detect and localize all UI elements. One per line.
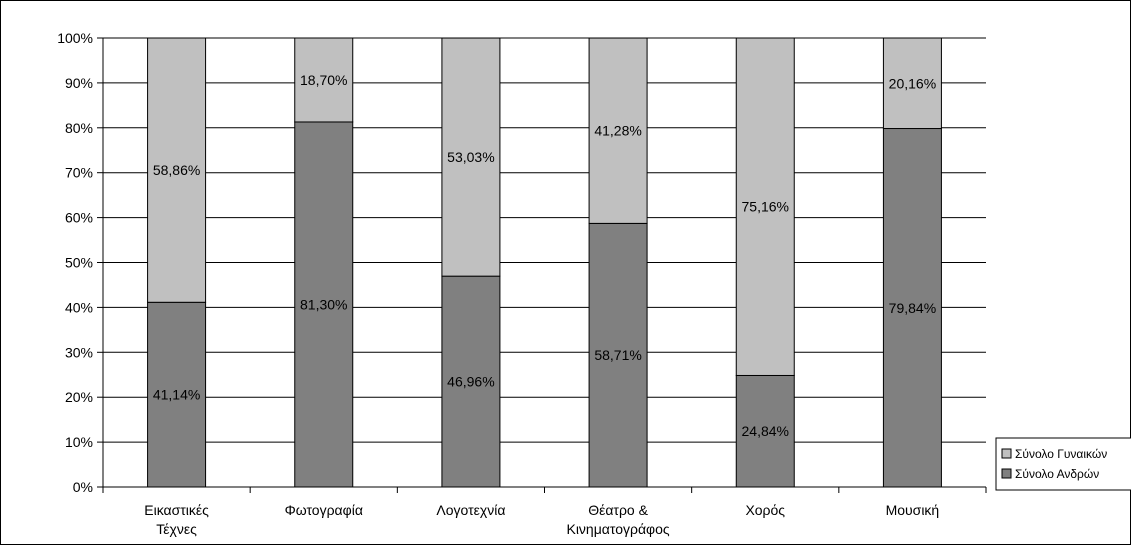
data-label: 46,96% (447, 374, 494, 390)
x-tick-label: Μουσική (886, 502, 940, 518)
y-tick-label: 70% (65, 165, 93, 181)
bar-segment-men (882, 128, 942, 488)
x-tick-label: Φωτογραφία (285, 502, 363, 518)
x-tick-label: Κινηματογράφος (566, 521, 669, 537)
data-label: 41,28% (594, 123, 641, 139)
y-tick-label: 0% (73, 479, 93, 495)
bar-segment-men (441, 275, 501, 488)
bar-segment-women (735, 37, 795, 376)
data-label: 58,86% (153, 162, 200, 178)
data-label: 18,70% (300, 72, 347, 88)
bars: 41,14% 58,86% 81,30% 18,70% 46,96% 53,03% 58,7… (147, 37, 942, 488)
data-label: 53,03% (447, 149, 494, 165)
data-label: 81,30% (300, 296, 347, 312)
bar-segment-women (588, 37, 648, 224)
y-tick-label: 40% (65, 299, 93, 315)
data-label: 20,16% (889, 75, 936, 91)
data-label: 24,84% (742, 423, 789, 439)
bar-segment-women (294, 37, 354, 123)
legend-swatch (1001, 448, 1012, 459)
axes: 0% 10% 20% 30% 40% 50% 60% 70% 80% 90% 100% Εικαστι… (57, 30, 987, 537)
x-tick-label: Θέατρο & (588, 502, 648, 518)
y-tick-label: 60% (65, 210, 93, 226)
y-tick-label: 30% (65, 344, 93, 360)
legend-swatch (1001, 468, 1012, 479)
legend-box (995, 437, 1131, 491)
x-tick-label: Εικαστικές (144, 502, 209, 518)
x-tick-label: Λογοτεχνία (436, 502, 505, 518)
legend-label: Σύνολο Ανδρών (1015, 467, 1099, 481)
y-tick-label: 90% (65, 75, 93, 91)
bar-segment-women (147, 37, 207, 303)
bar-segment-women (882, 37, 942, 130)
bar-segment-men (735, 374, 795, 488)
bar-segment-men (147, 301, 207, 488)
bar-segment-women (441, 37, 501, 277)
y-tick-label: 20% (65, 389, 93, 405)
legend: Σύνολο Γυναικών Σύνολο Ανδρών (995, 437, 1131, 491)
data-label: 58,71% (594, 347, 641, 363)
data-label: 75,16% (742, 199, 789, 215)
data-label: 41,14% (153, 387, 200, 403)
x-tick-label: Χορός (745, 502, 785, 518)
y-tick-label: 10% (65, 434, 93, 450)
gridlines (103, 37, 986, 443)
y-tick-label: 80% (65, 120, 93, 136)
y-tick-label: 50% (65, 255, 93, 271)
data-label: 79,84% (889, 300, 936, 316)
y-tick-label: 100% (57, 30, 93, 46)
bar-segment-men (588, 222, 648, 488)
x-tick-label: Τέχνες (156, 521, 197, 537)
legend-label: Σύνολο Γυναικών (1015, 447, 1107, 461)
